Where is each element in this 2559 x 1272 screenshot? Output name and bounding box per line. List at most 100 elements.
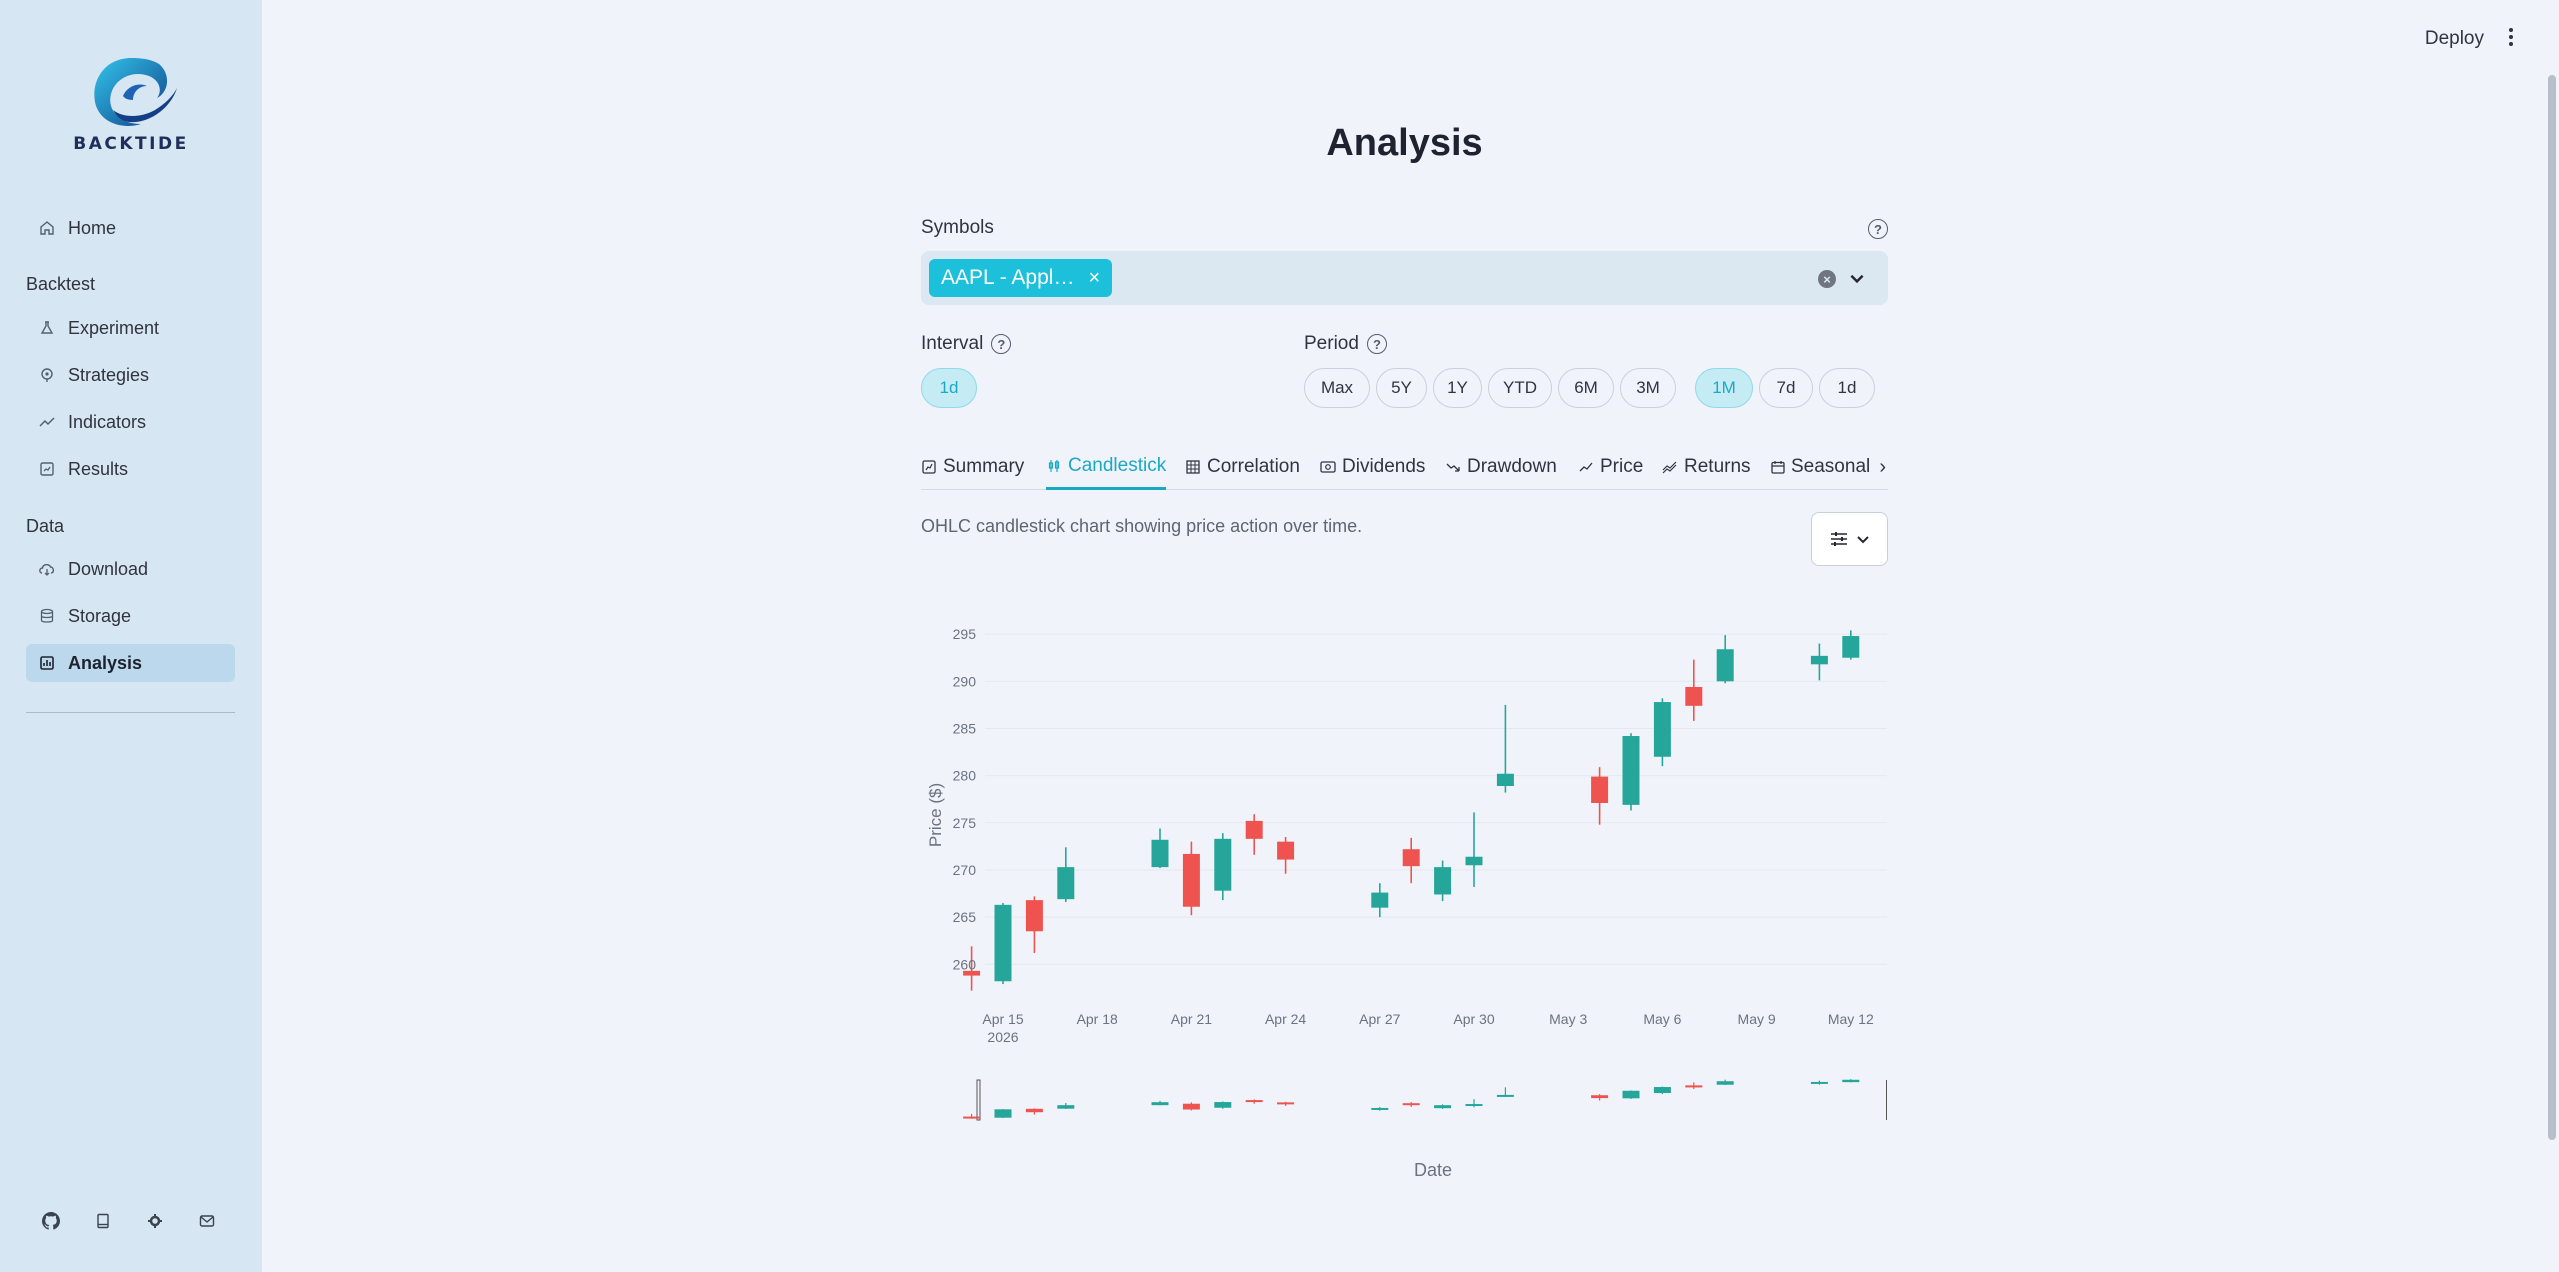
sidebar-item-download[interactable]: Download bbox=[26, 550, 235, 588]
tab-returns[interactable]: Returns bbox=[1662, 444, 1751, 490]
mini-candle-body bbox=[1810, 1081, 1828, 1084]
wave-logo-icon bbox=[94, 58, 177, 126]
period-option-3m[interactable]: 3M bbox=[1620, 368, 1676, 408]
scrollbar[interactable] bbox=[2548, 75, 2556, 1140]
sidebar-item-home[interactable]: Home bbox=[26, 209, 235, 247]
mini-candle-body bbox=[1214, 1102, 1232, 1108]
period-option-1y[interactable]: 1Y bbox=[1433, 368, 1482, 408]
database-icon bbox=[38, 607, 56, 625]
tab-seasonality[interactable]: Seasonali bbox=[1771, 444, 1871, 490]
chart-caption: OHLC candlestick chart showing price act… bbox=[921, 516, 1363, 536]
book-icon[interactable] bbox=[92, 1210, 114, 1232]
range-slider-right-handle[interactable] bbox=[1886, 1080, 1887, 1120]
sidebar-item-analysis[interactable]: Analysis bbox=[26, 644, 235, 682]
y-tick-label: 280 bbox=[953, 768, 977, 784]
chip-remove-icon[interactable]: × bbox=[1088, 266, 1101, 289]
sidebar-item-strategies[interactable]: Strategies bbox=[26, 356, 235, 394]
github-icon[interactable] bbox=[40, 1210, 62, 1232]
mini-candle-body bbox=[1025, 1108, 1043, 1113]
interval-option-1d[interactable]: 1d bbox=[921, 368, 977, 408]
logo-text: BACKTIDE bbox=[73, 134, 189, 154]
settings-icon[interactable] bbox=[144, 1210, 166, 1232]
period-option-1m[interactable]: 1M bbox=[1695, 368, 1753, 408]
candle-body bbox=[1716, 649, 1734, 682]
page-title: Analysis bbox=[1326, 122, 1483, 164]
mini-candle-body bbox=[1434, 1105, 1452, 1109]
chevron-down-icon[interactable] bbox=[1848, 269, 1866, 287]
sidebar-item-experiment[interactable]: Experiment bbox=[26, 309, 235, 347]
x-axis-title: Date bbox=[1414, 1160, 1452, 1180]
sidebar-item-results[interactable]: Results bbox=[26, 450, 235, 488]
deploy-button[interactable]: Deploy bbox=[2424, 28, 2484, 49]
flask-icon bbox=[38, 319, 56, 337]
sidebar-item-label: Analysis bbox=[68, 652, 143, 673]
cloud-download-icon bbox=[38, 560, 56, 578]
sidebar-section-backtest: Backtest bbox=[26, 274, 96, 294]
mini-candle-body bbox=[1402, 1103, 1420, 1106]
tab-label: Summary bbox=[943, 456, 1025, 477]
sidebar-footer bbox=[40, 1210, 218, 1232]
sidebar-item-label: Strategies bbox=[68, 364, 150, 385]
y-axis-title: Price ($) bbox=[926, 783, 945, 847]
mail-icon[interactable] bbox=[196, 1210, 218, 1232]
period-option-ytd[interactable]: YTD bbox=[1488, 368, 1552, 408]
grid-icon bbox=[1185, 459, 1201, 475]
mini-candle-body bbox=[1622, 1090, 1640, 1099]
clear-icon[interactable]: × bbox=[1818, 270, 1836, 288]
y-tick-label: 295 bbox=[953, 626, 977, 642]
sidebar-item-storage[interactable]: Storage bbox=[26, 597, 235, 635]
x-tick-label: Apr 21 bbox=[1171, 1011, 1212, 1027]
tab-correlation[interactable]: Correlation bbox=[1185, 444, 1300, 490]
chart-options-button[interactable] bbox=[1811, 512, 1888, 566]
symbol-chip[interactable]: AAPL - Appl… × bbox=[929, 259, 1113, 297]
mini-candle-body bbox=[1496, 1094, 1514, 1097]
tab-label: Dividends bbox=[1342, 456, 1426, 477]
chart-x-ticks: Apr 15 Apr 18 Apr 21 Apr 24 Apr 27 Apr 30 May … bbox=[982, 1011, 1874, 1045]
mini-candle-body bbox=[1465, 1104, 1483, 1107]
x-tick-label: May 3 bbox=[1549, 1011, 1587, 1027]
candle-body bbox=[1245, 820, 1263, 839]
candle-body bbox=[1151, 839, 1169, 868]
period-option-5y[interactable]: 5Y bbox=[1376, 368, 1427, 408]
candle-body bbox=[1591, 776, 1609, 803]
range-slider[interactable] bbox=[963, 1079, 1887, 1121]
period-label-text: Period bbox=[1304, 333, 1359, 354]
tab-drawdown[interactable]: Drawdown bbox=[1445, 444, 1557, 490]
results-icon bbox=[38, 460, 56, 478]
y-tick-label: 265 bbox=[953, 909, 977, 925]
mini-candle-body bbox=[1716, 1081, 1734, 1085]
analysis-icon bbox=[38, 654, 56, 672]
candle-body bbox=[1214, 838, 1232, 891]
candle-body bbox=[1277, 841, 1295, 860]
sidebar-item-label: Results bbox=[68, 458, 129, 479]
sidebar-item-indicators[interactable]: Indicators bbox=[26, 403, 235, 441]
tab-summary[interactable]: Summary bbox=[921, 444, 1024, 490]
symbols-label: Symbols bbox=[921, 217, 994, 239]
interval-label-text: Interval bbox=[921, 333, 984, 354]
chevron-right-icon[interactable]: › bbox=[1879, 456, 1886, 478]
period-option-1d[interactable]: 1d bbox=[1819, 368, 1875, 408]
tab-candlestick[interactable]: Candlestick bbox=[1046, 444, 1167, 490]
tab-dividends[interactable]: Dividends bbox=[1320, 444, 1425, 490]
candle-body bbox=[1842, 636, 1860, 658]
tab-price[interactable]: Price bbox=[1578, 444, 1643, 490]
interval-help-icon[interactable]: ? bbox=[991, 334, 1012, 354]
sidebar-item-label: Indicators bbox=[68, 411, 147, 432]
main-menu-icon[interactable] bbox=[2505, 26, 2517, 50]
tab-label: Seasonali bbox=[1791, 456, 1871, 477]
period-option-6m[interactable]: 6M bbox=[1558, 368, 1614, 408]
backtide-logo[interactable]: BACKTIDE bbox=[65, 52, 197, 156]
x-tick-label: Apr 15 bbox=[982, 1011, 1023, 1027]
period-option-7d[interactable]: 7d bbox=[1759, 368, 1813, 408]
candle-body bbox=[1025, 900, 1043, 932]
symbols-help-icon[interactable]: ? bbox=[1868, 219, 1888, 239]
summary-icon bbox=[921, 459, 937, 475]
range-slider-left-handle[interactable] bbox=[976, 1079, 981, 1121]
symbols-multiselect[interactable]: AAPL - Appl… × × bbox=[921, 251, 1888, 305]
candle-body bbox=[1402, 849, 1420, 867]
home-icon bbox=[38, 219, 56, 237]
period-option-max[interactable]: Max bbox=[1304, 368, 1370, 408]
period-help-icon[interactable]: ? bbox=[1366, 334, 1387, 354]
candle-body bbox=[1496, 773, 1514, 787]
